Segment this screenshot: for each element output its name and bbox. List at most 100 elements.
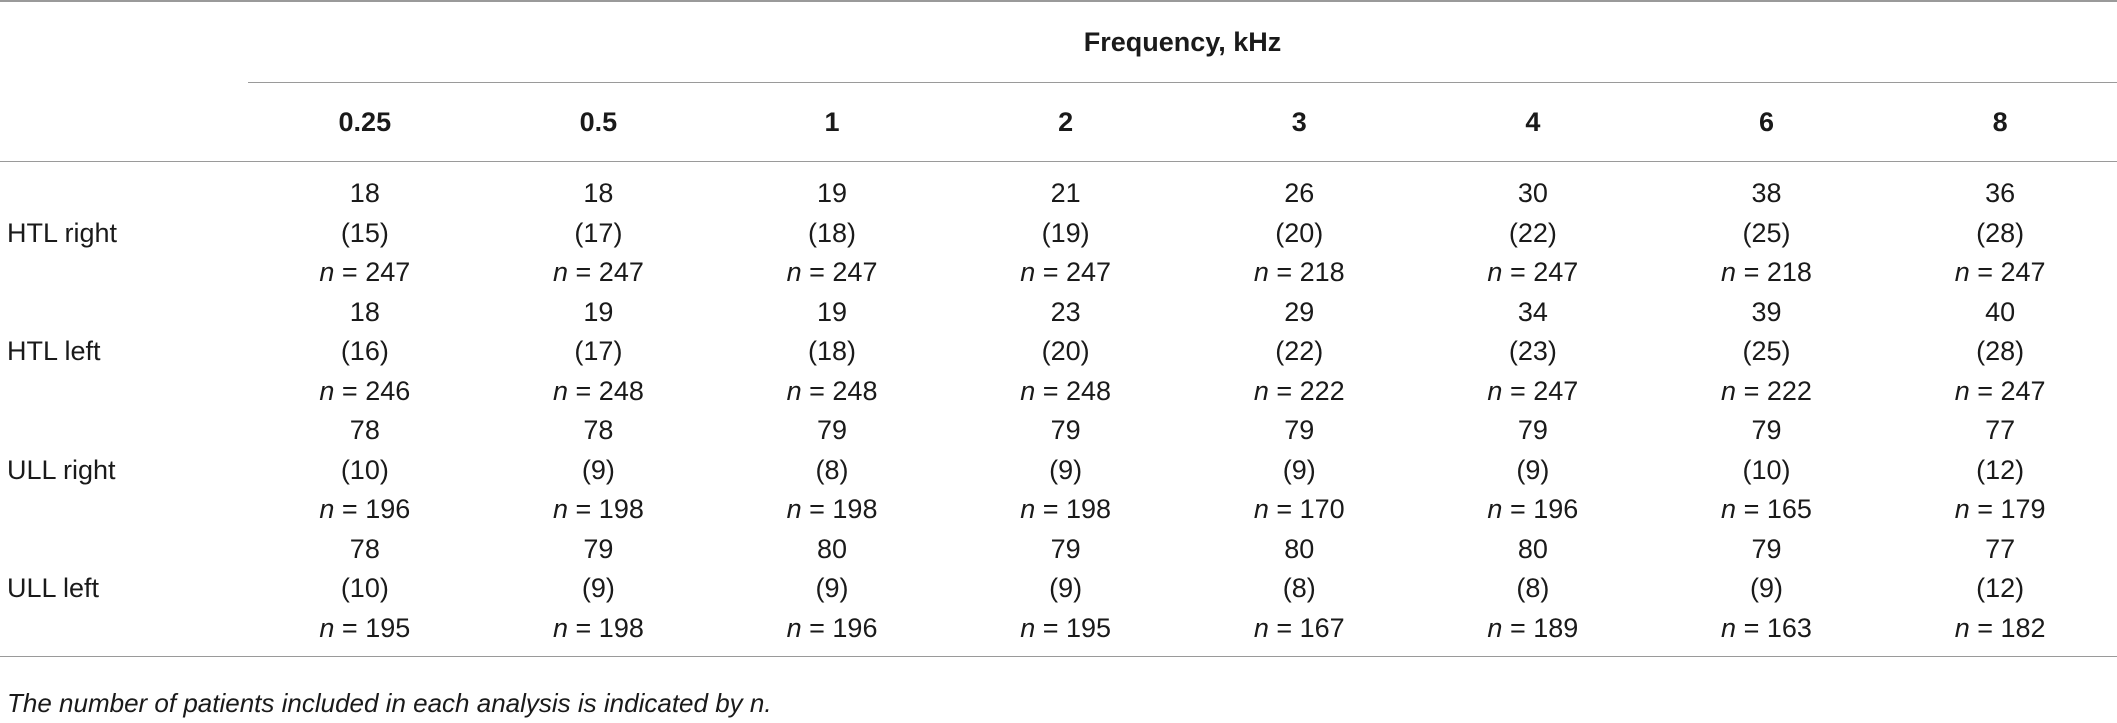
- header-row-label-blank: [0, 82, 249, 162]
- table-row: HTL right 18 (15) n = 247 18 (17) n = 247 19 (18…: [0, 162, 2117, 293]
- cell-n-value: 246: [365, 375, 411, 406]
- cell-n-symbol: n: [786, 494, 802, 524]
- cell-n-symbol: n: [319, 612, 335, 643]
- cell-sd: (8): [1516, 573, 1550, 603]
- cell-n-value: 222: [1299, 375, 1345, 406]
- cell-n-value: 198: [1066, 494, 1112, 524]
- cell-sd: (20): [1275, 217, 1324, 248]
- table-cell: 19 (17) n = 248: [482, 293, 716, 412]
- cell-n-equals: =: [568, 612, 599, 643]
- cell-n-line: n = 222: [1182, 372, 1416, 412]
- table-cell: 21 (19) n = 247: [949, 162, 1183, 293]
- table-row: ULL right 78 (10) n = 196 78 (9) n = 198 79 (8) n…: [0, 411, 2117, 530]
- cell-mean: 19: [817, 296, 848, 327]
- table-row: HTL left 18 (16) n = 246 19 (17) n = 248 19 (18)…: [0, 293, 2117, 412]
- cell-n-symbol: n: [319, 494, 335, 524]
- frequency-group-header: Frequency, kHz: [248, 0, 2117, 83]
- cell-n-equals: =: [1969, 612, 2001, 643]
- cell-mean: 79: [817, 415, 848, 445]
- frequency-header-cell: 1: [715, 82, 949, 162]
- cell-n-value: 196: [365, 494, 411, 524]
- cell-n-value: 196: [832, 612, 878, 643]
- cell-n-line: n = 247: [1416, 372, 1650, 412]
- cell-n-line: n = 247: [715, 253, 949, 293]
- cell-n-equals: =: [1035, 375, 1067, 406]
- cell-n-value: 170: [1299, 494, 1345, 524]
- cell-n-line: n = 246: [248, 372, 482, 412]
- cell-n-line: n = 247: [1883, 372, 2117, 412]
- cell-n-equals: =: [1035, 494, 1067, 524]
- cell-n-symbol: n: [1020, 612, 1036, 643]
- cell-n-value: 218: [1299, 257, 1345, 287]
- cell-n-equals: =: [1268, 612, 1300, 643]
- table-cell: 36 (28) n = 247: [1883, 162, 2117, 293]
- cell-mean: 30: [1517, 178, 1548, 208]
- cell-n-equals: =: [1969, 375, 2001, 406]
- table-cell: 79 (9) n = 198: [481, 529, 716, 657]
- cell-sd: (17): [574, 336, 623, 366]
- cell-n-equals: =: [1268, 257, 1300, 287]
- frequency-table: Frequency, kHz 0.25 0.5 1 2 3 4 6 8 HTL right 18…: [0, 0, 2117, 657]
- table-cell: 39 (25) n = 222: [1650, 293, 1884, 412]
- cell-n-line: n = 196: [248, 490, 482, 530]
- table-cell: 79 (9) n = 163: [1649, 529, 1884, 657]
- cell-n-value: 248: [598, 375, 644, 406]
- row-label: ULL left: [0, 529, 249, 657]
- cell-n-value: 163: [1766, 612, 1812, 643]
- cell-sd: (9): [581, 454, 615, 485]
- cell-n-line: n = 196: [1416, 490, 1650, 530]
- cell-n-value: 247: [1533, 375, 1579, 406]
- cell-sd: (15): [340, 217, 389, 248]
- cell-n-line: n = 179: [1883, 490, 2117, 530]
- cell-n-value: 247: [598, 257, 644, 287]
- cell-mean: 34: [1517, 296, 1548, 327]
- cell-n-value: 179: [2000, 494, 2046, 524]
- cell-sd: (25): [1742, 336, 1791, 366]
- table-cell: 79 (9) n = 198: [949, 411, 1183, 530]
- row-label: HTL right: [7, 217, 118, 248]
- cell-n-value: 248: [832, 375, 878, 406]
- cell-n-symbol: n: [552, 257, 569, 287]
- table-cell: 80 (8) n = 167: [1182, 529, 1417, 657]
- table-cell: 18 (15) n = 247: [248, 162, 482, 293]
- cell-sd: (10): [340, 573, 389, 603]
- cell-n-line: n = 247: [482, 253, 716, 293]
- cell-n-value: 182: [2000, 612, 2046, 643]
- cell-mean: 79: [1751, 533, 1782, 564]
- cell-sd: (9): [1049, 454, 1083, 485]
- cell-n-value: 165: [1766, 494, 1812, 524]
- cell-n-symbol: n: [786, 612, 802, 643]
- table-cell: 79 (9) n = 195: [948, 529, 1183, 657]
- cell-n-equals: =: [1502, 257, 1534, 287]
- cell-n-symbol: n: [786, 375, 802, 406]
- table-cell: 78 (9) n = 198: [482, 411, 716, 530]
- cell-n-equals: =: [568, 257, 599, 287]
- cell-mean: 79: [1050, 415, 1081, 445]
- cell-n-line: n = 198: [949, 490, 1183, 530]
- cell-n-equals: =: [568, 494, 599, 524]
- table-cell: 34 (23) n = 247: [1416, 293, 1650, 412]
- cell-n-equals: =: [801, 494, 833, 524]
- cell-sd: (9): [1749, 573, 1783, 603]
- cell-sd: (9): [1282, 454, 1316, 485]
- cell-mean: 80: [1284, 533, 1315, 564]
- cell-n-symbol: n: [552, 375, 569, 406]
- cell-sd: (20): [1041, 336, 1090, 366]
- cell-n-equals: =: [1268, 494, 1300, 524]
- table-cell: 18 (17) n = 247: [482, 162, 716, 293]
- cell-sd: (9): [581, 573, 615, 603]
- cell-n-value: 196: [1533, 494, 1579, 524]
- table-cell: 79 (8) n = 198: [715, 411, 949, 530]
- cell-n-symbol: n: [1954, 257, 1970, 287]
- cell-sd: (19): [1041, 217, 1090, 248]
- cell-n-equals: =: [1736, 494, 1767, 524]
- cell-mean: 18: [349, 296, 380, 327]
- table-row: ULL left 78 (10) n = 195 79 (9) n = 198 80 (9) n …: [0, 529, 2117, 657]
- cell-sd: (22): [1508, 217, 1557, 248]
- frequency-header-cell: 0.25: [248, 82, 482, 162]
- table-cell: 77 (12) n = 179: [1883, 411, 2117, 530]
- cell-sd: (9): [1049, 573, 1083, 603]
- cell-n-value: 189: [1533, 612, 1579, 643]
- cell-sd: (12): [1976, 454, 2025, 485]
- frequency-header-cell: 8: [1883, 82, 2117, 162]
